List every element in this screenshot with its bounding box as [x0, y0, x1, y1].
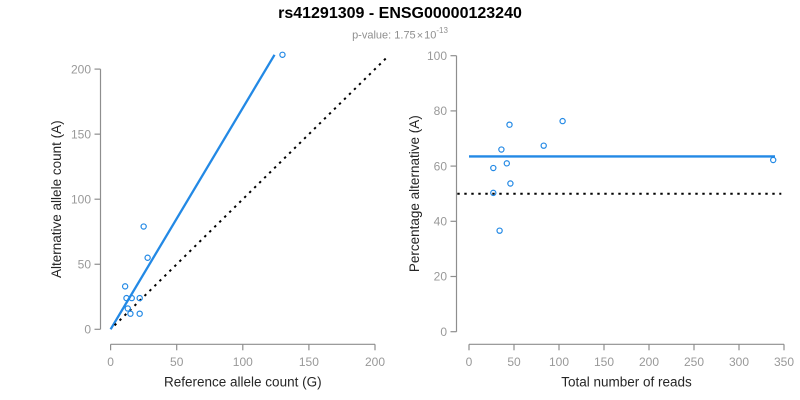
x-tick-label: 0: [107, 355, 114, 369]
data-point: [506, 121, 513, 128]
y-tick-label: 20: [434, 270, 448, 284]
pvalue-times-sign: ×: [416, 29, 424, 42]
data-point: [507, 180, 514, 187]
data-point: [136, 310, 143, 317]
percentage-alternative-scatter: 0 20 40 60 80 100 0 50 100 150 200 250 300 350 Total n…: [407, 49, 794, 389]
data-point: [121, 283, 129, 290]
y-tick-label: 60: [434, 159, 448, 173]
identity-line: [113, 55, 389, 327]
figure-subtitle: p-value: 1.75×10-13: [0, 25, 800, 43]
x-axis-title: Total number of reads: [561, 374, 692, 389]
x-axis-title: Reference allele count (G): [164, 374, 322, 389]
y-tick-label: 100: [427, 49, 447, 63]
data-point: [124, 305, 131, 312]
pvalue-prefix: p-value:: [352, 29, 395, 42]
x-tick-label: 150: [299, 355, 319, 369]
data-point: [490, 164, 497, 172]
y-tick-label: 0: [84, 323, 91, 337]
data-point: [140, 223, 147, 230]
y-tick-label: 100: [71, 192, 91, 206]
x-tick-label: 50: [507, 355, 521, 369]
x-tick-label: 350: [774, 355, 794, 369]
x-tick-label: 0: [466, 355, 473, 369]
data-point: [144, 254, 151, 261]
data-point: [503, 160, 510, 167]
data-point: [136, 294, 143, 302]
y-tick-label: 40: [434, 215, 448, 229]
figure-title: rs41291309 - ENSG00000123240: [278, 5, 522, 22]
y-tick-label: 80: [434, 104, 448, 118]
allele-count-scatter: 0 50 100 150 200 0 50 100 150 200 Reference allele…: [49, 51, 389, 389]
x-tick-label: 100: [233, 355, 253, 369]
data-point: [279, 51, 286, 58]
pvalue-mantissa: 1.75: [394, 29, 416, 42]
x-tick-label: 100: [549, 355, 569, 369]
data-point: [127, 310, 134, 317]
data-point: [559, 117, 566, 125]
x-tick-label: 300: [729, 355, 749, 369]
y-tick-label: 0: [440, 325, 447, 339]
x-tick-label: 200: [639, 355, 659, 369]
pvalue-base: 10: [424, 29, 437, 42]
fit-line: [109, 54, 276, 330]
data-point: [496, 227, 503, 234]
y-axis-title: Percentage alternative (A): [407, 115, 422, 272]
data-point: [128, 294, 135, 302]
y-tick-label: 150: [71, 127, 91, 141]
x-tick-label: 150: [594, 355, 614, 369]
y-axis-title: Alternative allele count (A): [49, 120, 64, 278]
data-point: [540, 142, 547, 149]
x-tick-label: 50: [170, 355, 184, 369]
data-point: [498, 146, 505, 153]
x-tick-label: 200: [365, 355, 385, 369]
pvalue-exponent: -13: [436, 26, 448, 35]
data-point: [490, 189, 497, 197]
x-tick-label: 250: [684, 355, 704, 369]
y-tick-label: 50: [78, 257, 92, 271]
y-tick-label: 200: [71, 62, 91, 76]
data-point: [770, 156, 777, 164]
